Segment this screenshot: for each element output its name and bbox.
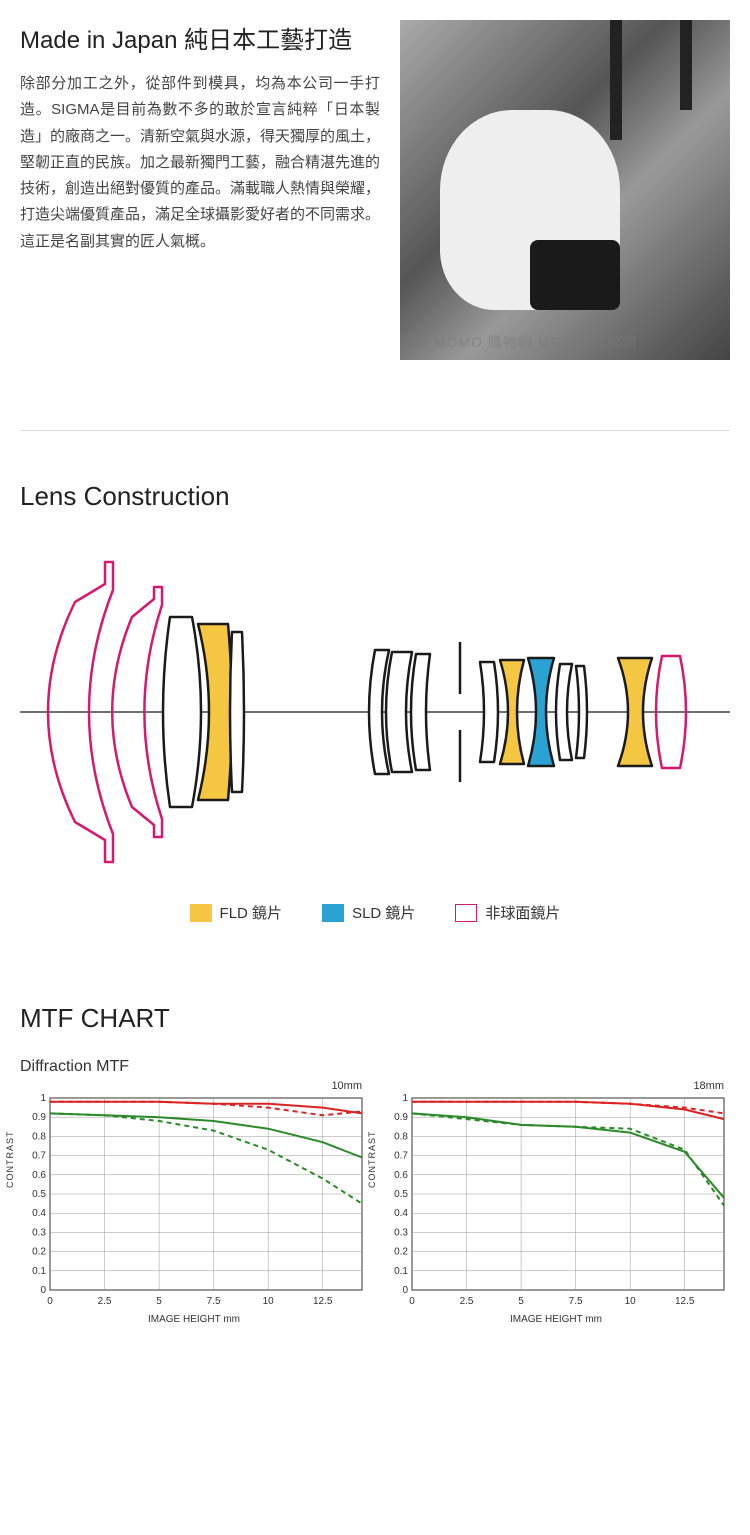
legend-asph: 非球面鏡片 (455, 902, 560, 923)
svg-text:0.2: 0.2 (32, 1247, 46, 1258)
section-divider (20, 430, 730, 431)
svg-text:0.5: 0.5 (32, 1189, 46, 1200)
fld-swatch (190, 904, 212, 922)
svg-text:0.8: 0.8 (394, 1131, 408, 1142)
watermark-text: MOMO 購物網 MOMO 購物網 MOMO 購物網 (400, 332, 730, 352)
lens-construction-section: Lens Construction FLD 鏡片 SLD 鏡片 非球面鏡片 (0, 481, 750, 963)
svg-text:0.5: 0.5 (394, 1189, 408, 1200)
svg-text:0.3: 0.3 (32, 1227, 46, 1238)
mtf-chart-svg: 00.10.20.30.40.50.60.70.80.9102.557.5101… (20, 1092, 368, 1312)
made-in-japan-body: 除部分加工之外，從部件到模具，均為本公司一手打造。SIGMA是目前為數不多的敢於… (20, 71, 380, 255)
svg-text:0.6: 0.6 (32, 1170, 46, 1181)
svg-text:0.3: 0.3 (394, 1227, 408, 1238)
legend-sld: SLD 鏡片 (322, 902, 415, 923)
svg-text:0.4: 0.4 (394, 1208, 408, 1219)
svg-text:0.8: 0.8 (32, 1131, 46, 1142)
mtf-section: MTF CHART Diffraction MTF 10mmCONTRAST00… (0, 963, 750, 1345)
svg-text:0.9: 0.9 (394, 1112, 408, 1123)
made-in-japan-section: Made in Japan 純日本工藝打造 除部分加工之外，從部件到模具，均為本… (0, 0, 750, 380)
svg-text:0.6: 0.6 (394, 1170, 408, 1181)
svg-text:0: 0 (409, 1296, 415, 1307)
svg-text:10: 10 (625, 1296, 637, 1307)
mtf-chart: 10mmCONTRAST00.10.20.30.40.50.60.70.80.9… (20, 1080, 368, 1325)
mtf-subtitle: Diffraction MTF (20, 1058, 730, 1076)
asph-label: 非球面鏡片 (485, 902, 560, 923)
svg-text:0.1: 0.1 (32, 1266, 46, 1277)
mtf-chart-svg: 00.10.20.30.40.50.60.70.80.9102.557.5101… (382, 1092, 730, 1312)
mtf-x-label: IMAGE HEIGHT mm (382, 1314, 730, 1325)
lens-legend: FLD 鏡片 SLD 鏡片 非球面鏡片 (20, 902, 730, 923)
svg-text:2.5: 2.5 (98, 1296, 112, 1307)
lens-construction-title: Lens Construction (20, 481, 730, 512)
svg-text:7.5: 7.5 (569, 1296, 583, 1307)
svg-text:0.9: 0.9 (32, 1112, 46, 1123)
svg-text:0: 0 (40, 1285, 46, 1296)
svg-text:7.5: 7.5 (207, 1296, 221, 1307)
svg-text:1: 1 (402, 1093, 408, 1104)
legend-fld: FLD 鏡片 (190, 902, 283, 923)
craftsman-photo: MOMO 購物網 MOMO 購物網 MOMO 購物網 (400, 20, 730, 360)
mtf-y-label: CONTRAST (367, 1130, 377, 1188)
svg-text:0.4: 0.4 (32, 1208, 46, 1219)
mtf-focal-label: 10mm (20, 1080, 368, 1092)
svg-text:12.5: 12.5 (675, 1296, 695, 1307)
sld-swatch (322, 904, 344, 922)
svg-text:0.7: 0.7 (394, 1151, 408, 1162)
svg-text:0.1: 0.1 (394, 1266, 408, 1277)
sld-label: SLD 鏡片 (352, 902, 415, 923)
mtf-title: MTF CHART (20, 1003, 730, 1034)
svg-text:2.5: 2.5 (460, 1296, 474, 1307)
svg-text:0.7: 0.7 (32, 1151, 46, 1162)
svg-text:0.2: 0.2 (394, 1247, 408, 1258)
made-in-japan-text: Made in Japan 純日本工藝打造 除部分加工之外，從部件到模具，均為本… (20, 20, 380, 360)
mtf-charts-row: 10mm CONTRAST 0 0.1 0.2 0.3 0.4 0.5 0.6 0.7 0.8 0.9… (20, 1080, 730, 1325)
mtf-y-label: CONTRAST (5, 1130, 15, 1188)
lens-diagram (20, 542, 730, 882)
svg-text:1: 1 (40, 1093, 46, 1104)
asph-swatch (455, 904, 477, 922)
svg-text:0: 0 (47, 1296, 53, 1307)
svg-text:5: 5 (156, 1296, 162, 1307)
mtf-chart: 18mmCONTRAST00.10.20.30.40.50.60.70.80.9… (382, 1080, 730, 1325)
svg-text:0: 0 (402, 1285, 408, 1296)
svg-text:10: 10 (263, 1296, 275, 1307)
made-in-japan-title: Made in Japan 純日本工藝打造 (20, 20, 380, 55)
mtf-focal-label: 18mm (382, 1080, 730, 1092)
svg-text:12.5: 12.5 (313, 1296, 333, 1307)
fld-label: FLD 鏡片 (220, 902, 283, 923)
svg-text:5: 5 (518, 1296, 524, 1307)
mtf-x-label: IMAGE HEIGHT mm (20, 1314, 368, 1325)
